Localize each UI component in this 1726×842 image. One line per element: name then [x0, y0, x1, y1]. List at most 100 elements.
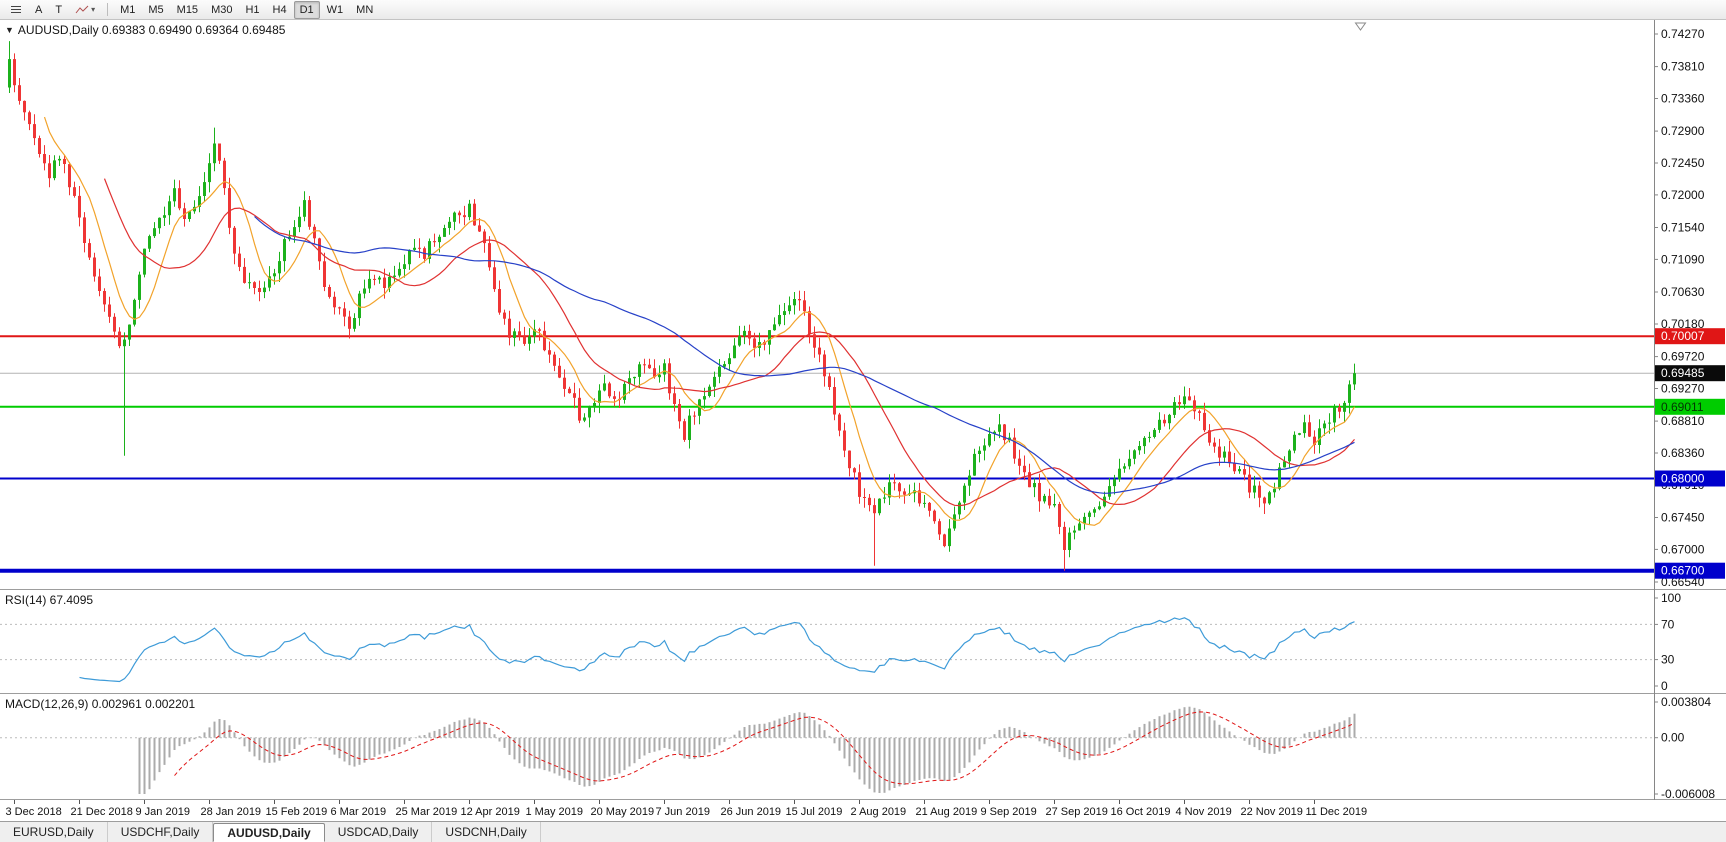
macd-chart-canvas[interactable]: 0.003804 0.00 -0.006008 — [0, 694, 1726, 800]
svg-text:11 Dec 2019: 11 Dec 2019 — [1306, 806, 1368, 818]
svg-text:0.69720: 0.69720 — [1661, 350, 1705, 364]
svg-text:0.72900: 0.72900 — [1661, 124, 1705, 138]
price-chart-pane[interactable]: 0.74270 0.73810 0.73360 0.72900 0.72450 0.720… — [0, 20, 1726, 590]
svg-text:0.66700: 0.66700 — [1661, 564, 1705, 578]
svg-text:0.72000: 0.72000 — [1661, 188, 1705, 202]
letter-t-button[interactable]: T — [55, 3, 63, 16]
tab-usdcad-daily[interactable]: USDCAD,Daily — [324, 822, 433, 842]
ohlc-text: AUDUSD,Daily 0.69383 0.69490 0.69364 0.6… — [17, 23, 286, 37]
svg-text:0.67000: 0.67000 — [1661, 542, 1705, 556]
timeframe-button-w1[interactable]: W1 — [326, 3, 344, 16]
letter-a-button[interactable]: A — [35, 3, 43, 16]
svg-text:0.71090: 0.71090 — [1661, 252, 1705, 266]
list-icon — [11, 6, 21, 13]
rsi-line — [79, 617, 1355, 683]
price-tag: 0.69011 — [1655, 398, 1725, 415]
timeframe-button-m30[interactable]: M30 — [211, 3, 233, 16]
svg-text:0.00: 0.00 — [1661, 731, 1685, 745]
indicator-dropdown-button[interactable]: ▾ — [69, 1, 101, 19]
chart-toolbar: A T ▾ M1 M5 M15 M30 H1 H4 D1 W1 MN — [0, 0, 1726, 20]
svg-text:15 Jul 2019: 15 Jul 2019 — [786, 806, 843, 818]
svg-text:100: 100 — [1661, 591, 1681, 605]
chart-tab-bar: EURUSD,Daily USDCHF,Daily AUDUSD,Daily U… — [0, 822, 1726, 842]
svg-text:21 Dec 2018: 21 Dec 2018 — [71, 806, 133, 818]
svg-text:22 Nov 2019: 22 Nov 2019 — [1241, 806, 1303, 818]
svg-text:0.71540: 0.71540 — [1661, 221, 1705, 235]
svg-text:0.72450: 0.72450 — [1661, 156, 1705, 170]
timeframe-button-m5[interactable]: M5 — [148, 3, 164, 16]
rsi-chart-canvas[interactable]: 100 70 30 0 — [0, 590, 1726, 694]
tab-audusd-daily[interactable]: AUDUSD,Daily — [213, 823, 325, 842]
svg-text:26 Jun 2019: 26 Jun 2019 — [721, 806, 782, 818]
svg-text:-0.006008: -0.006008 — [1661, 787, 1715, 800]
svg-text:15 Feb 2019: 15 Feb 2019 — [266, 806, 328, 818]
price-tag: 0.68000 — [1655, 470, 1725, 487]
price-chart-canvas[interactable]: 0.74270 0.73810 0.73360 0.72900 0.72450 0.720… — [0, 20, 1726, 590]
timeframe-button-h4[interactable]: H4 — [272, 3, 287, 16]
charts-list-button[interactable] — [4, 2, 28, 17]
timeframe-button-mn[interactable]: MN — [356, 3, 374, 16]
tab-usdchf-daily[interactable]: USDCHF,Daily — [107, 822, 214, 842]
time-axis-labels: 3 Dec 2018 21 Dec 2018 9 Jan 2019 28 Jan 20… — [6, 800, 1368, 818]
rsi-indicator-label: RSI(14) 67.4095 — [5, 593, 93, 607]
rsi-label-text: RSI(14) 67.4095 — [5, 593, 94, 607]
rsi-indicator-pane[interactable]: 100 70 30 0 RSI(14) 67.4095 — [0, 590, 1726, 694]
timeframe-button-d1[interactable]: D1 — [293, 0, 320, 19]
macd-indicator-pane[interactable]: 0.003804 0.00 -0.006008 MACD(12,26,9) 0.00… — [0, 694, 1726, 800]
tab-eurusd-daily[interactable]: EURUSD,Daily — [0, 822, 108, 842]
svg-text:2 Aug 2019: 2 Aug 2019 — [851, 806, 907, 818]
macd-label-text: MACD(12,26,9) 0.002961 0.002201 — [5, 697, 196, 711]
toolbar-separator — [107, 3, 109, 16]
timeframe-button-h1[interactable]: H1 — [245, 3, 260, 16]
svg-text:0.67450: 0.67450 — [1661, 511, 1705, 525]
price-tag: 0.66700 — [1655, 562, 1725, 579]
svg-text:0.74270: 0.74270 — [1661, 27, 1705, 41]
macd-histogram — [138, 706, 1356, 794]
timeframe-button-m1[interactable]: M1 — [120, 3, 136, 16]
ma-line-20 — [103, 178, 1355, 507]
svg-text:0.68000: 0.68000 — [1661, 472, 1705, 486]
svg-text:4 Nov 2019: 4 Nov 2019 — [1176, 806, 1232, 818]
svg-text:0.003804: 0.003804 — [1661, 695, 1711, 709]
svg-text:0.70007: 0.70007 — [1661, 329, 1705, 343]
svg-text:0.69270: 0.69270 — [1661, 382, 1705, 396]
svg-text:0.70630: 0.70630 — [1661, 285, 1705, 299]
price-axis-labels: 0.74270 0.73810 0.73360 0.72900 0.72450 0.720… — [1654, 27, 1705, 589]
ma-line-50 — [254, 215, 1355, 494]
svg-text:30: 30 — [1661, 653, 1675, 667]
svg-text:28 Jan 2019: 28 Jan 2019 — [201, 806, 262, 818]
dropdown-arrow-icon: ▾ — [91, 4, 96, 14]
svg-text:7 Jun 2019: 7 Jun 2019 — [656, 806, 710, 818]
svg-text:0.69011: 0.69011 — [1661, 400, 1704, 414]
svg-text:0.68810: 0.68810 — [1661, 414, 1705, 428]
horizontal-level-lines — [0, 335, 1654, 573]
svg-text:16 Oct 2019: 16 Oct 2019 — [1111, 806, 1171, 818]
svg-text:0.68360: 0.68360 — [1661, 446, 1705, 460]
timeframe-button-m15[interactable]: M15 — [176, 3, 199, 16]
candles-layer — [8, 41, 1356, 571]
svg-text:1 May 2019: 1 May 2019 — [526, 806, 583, 818]
tab-usdcnh-daily[interactable]: USDCNH,Daily — [432, 822, 541, 842]
svg-text:0.73810: 0.73810 — [1661, 60, 1705, 74]
svg-text:70: 70 — [1661, 617, 1675, 631]
svg-text:20 May 2019: 20 May 2019 — [591, 806, 655, 818]
symbol-ohlc-label: ▼ AUDUSD,Daily 0.69383 0.69490 0.69364 0… — [5, 23, 285, 37]
price-tag: 0.69485 — [1655, 365, 1725, 382]
one-click-collapse-arrow[interactable]: ▼ — [5, 25, 14, 35]
svg-text:21 Aug 2019: 21 Aug 2019 — [916, 806, 978, 818]
macd-axis-labels: 0.003804 0.00 -0.006008 — [1654, 695, 1715, 800]
price-tag: 0.70007 — [1655, 328, 1725, 345]
chart-shift-marker — [1354, 22, 1367, 31]
svg-text:0.70180: 0.70180 — [1661, 317, 1705, 331]
macd-signal-line — [174, 711, 1355, 785]
time-axis-canvas: 3 Dec 2018 21 Dec 2018 9 Jan 2019 28 Jan 20… — [6, 800, 1368, 818]
svg-text:3 Dec 2018: 3 Dec 2018 — [6, 806, 62, 818]
rsi-axis-labels: 100 70 30 0 — [1654, 591, 1681, 693]
time-axis[interactable]: 3 Dec 2018 21 Dec 2018 9 Jan 2019 28 Jan 20… — [0, 800, 1726, 822]
svg-text:0.69485: 0.69485 — [1661, 366, 1705, 380]
svg-text:27 Sep 2019: 27 Sep 2019 — [1046, 806, 1108, 818]
ma-line-8 — [43, 116, 1356, 526]
svg-text:12 Apr 2019: 12 Apr 2019 — [461, 806, 520, 818]
svg-text:0: 0 — [1661, 679, 1668, 693]
